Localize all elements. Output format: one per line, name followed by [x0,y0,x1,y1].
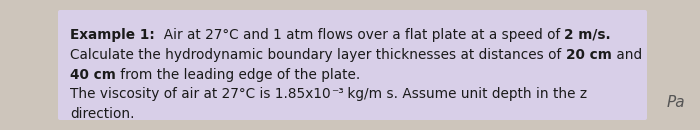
Text: 2 m/s.: 2 m/s. [564,28,611,42]
Text: ⁻³: ⁻³ [330,87,344,101]
Text: The viscosity of air at 27°C is 1.85x10: The viscosity of air at 27°C is 1.85x10 [70,87,330,101]
Text: Air at 27°C and 1 atm flows over a flat plate at a speed of: Air at 27°C and 1 atm flows over a flat … [155,28,564,42]
Text: Calculate the hydrodynamic boundary layer thicknesses at distances of: Calculate the hydrodynamic boundary laye… [70,48,566,62]
Text: Pa: Pa [667,95,685,110]
Text: 20 cm: 20 cm [566,48,612,62]
Text: from the leading edge of the plate.: from the leading edge of the plate. [116,68,360,82]
Text: Example 1:: Example 1: [70,28,155,42]
Text: and: and [612,48,642,62]
Text: direction.: direction. [70,107,134,121]
Text: kg/m s. Assume unit depth in the z: kg/m s. Assume unit depth in the z [344,87,587,101]
Text: 40 cm: 40 cm [70,68,116,82]
FancyBboxPatch shape [58,10,647,120]
